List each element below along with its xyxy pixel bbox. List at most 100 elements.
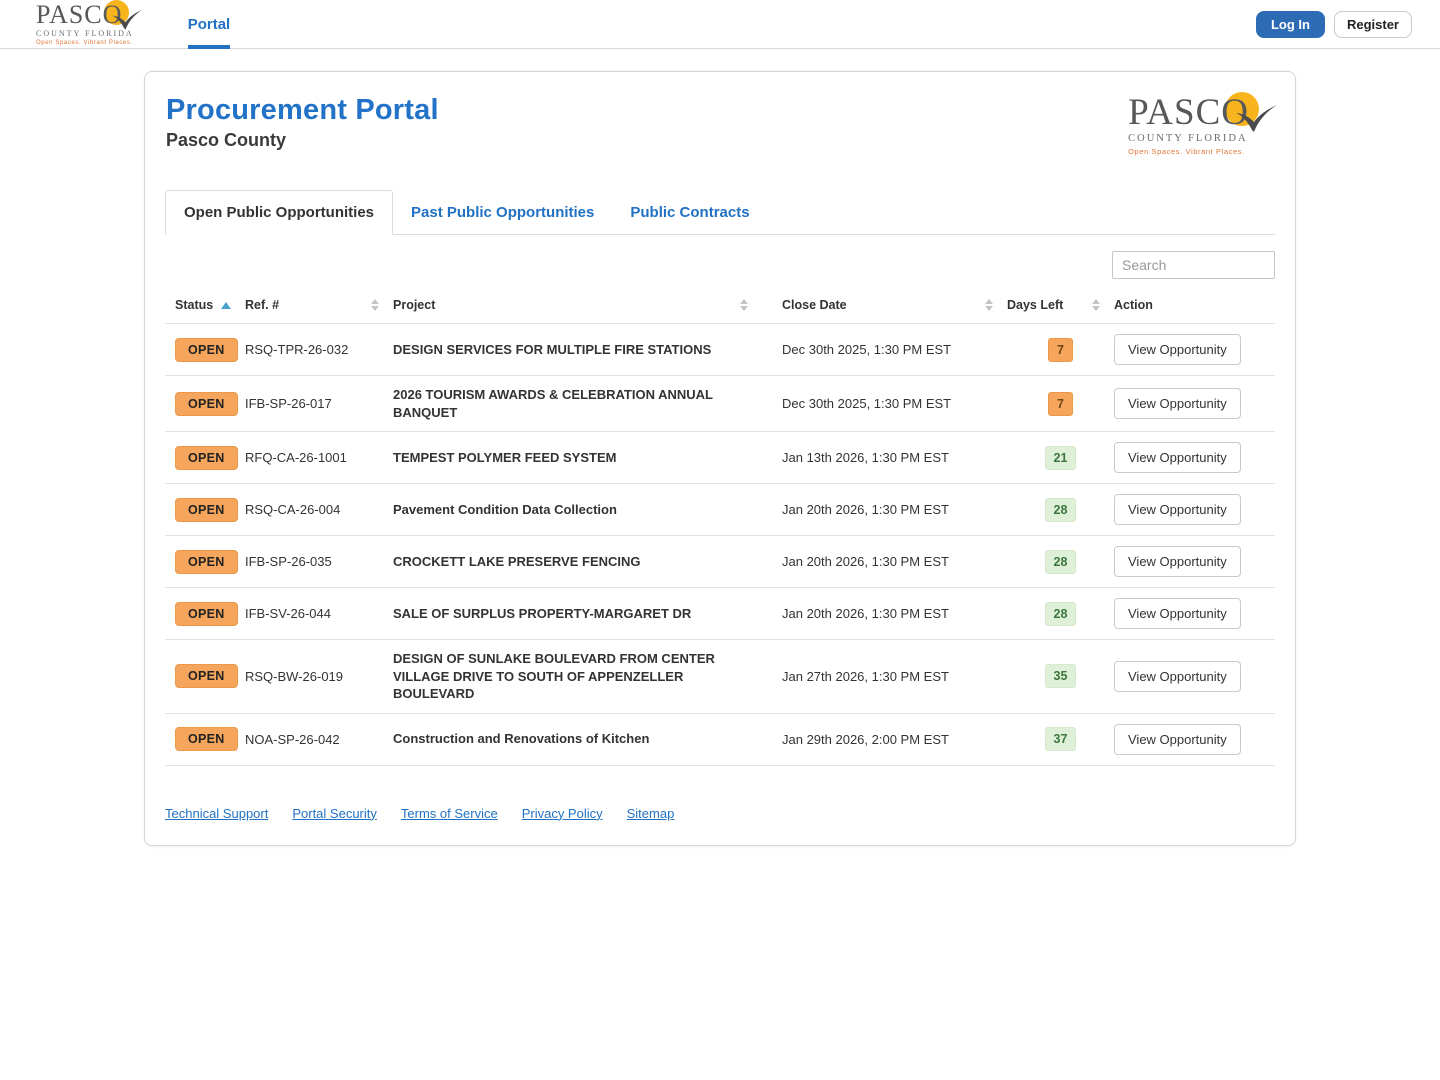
status-badge: OPEN — [175, 549, 238, 574]
project-name: Pavement Condition Data Collection — [393, 501, 617, 517]
view-opportunity-button[interactable]: View Opportunity — [1114, 546, 1241, 578]
page-subtitle: Pasco County — [166, 130, 287, 150]
days-left-badge: 7 — [1048, 337, 1073, 362]
close-date: Jan 27th 2026, 1:30 PM EST — [782, 668, 949, 684]
close-date: Dec 30th 2025, 1:30 PM EST — [782, 396, 952, 412]
sitemap-link[interactable]: Sitemap — [626, 805, 675, 821]
nav-portal-link[interactable]: Portal — [187, 0, 231, 49]
close-date: Jan 20th 2026, 1:30 PM EST — [782, 554, 949, 570]
pasco-county-logo: PASCO COUNTY FLORIDA Open Spaces. Vibran… — [36, 0, 143, 46]
column-header-ref[interactable]: Ref. # — [245, 298, 393, 312]
sort-asc-icon[interactable] — [221, 301, 231, 309]
register-button[interactable]: Register — [1333, 10, 1412, 38]
tab-public-contracts[interactable]: Public Contracts — [630, 204, 750, 221]
table-row: OPEN IFB-SP-26-035 CROCKETT LAKE PRESERV… — [165, 535, 1275, 587]
view-opportunity-button[interactable]: View Opportunity — [1114, 442, 1241, 474]
view-opportunity-button[interactable]: View Opportunity — [1114, 388, 1241, 420]
opportunities-table: Status Ref. # Project Close Date Days Le… — [165, 289, 1275, 766]
logo-tagline: Open Spaces. Vibrant Places. — [36, 40, 133, 46]
search-input[interactable] — [1112, 251, 1275, 279]
portal-security-link[interactable]: Portal Security — [292, 805, 377, 821]
days-left-badge: 28 — [1044, 601, 1077, 626]
tab-past-public-opportunities[interactable]: Past Public Opportunities — [411, 204, 595, 221]
procurement-portal-card: Procurement Portal Pasco County PASCO CO… — [144, 71, 1296, 846]
sort-icon[interactable] — [371, 299, 379, 311]
ref-number: RSQ-CA-26-004 — [245, 502, 341, 518]
column-header-action: Action — [1114, 298, 1153, 312]
column-header-project[interactable]: Project — [393, 298, 782, 312]
days-left-badge: 35 — [1044, 664, 1077, 689]
close-date: Dec 30th 2025, 1:30 PM EST — [782, 342, 952, 357]
pasco-county-logo-card: PASCO COUNTY FLORIDA Open Spaces. Vibran… — [1128, 92, 1277, 156]
days-left-badge: 7 — [1048, 391, 1073, 416]
table-row: OPEN RSQ-CA-26-004 Pavement Condition Da… — [165, 483, 1275, 535]
logo-tagline: Open Spaces. Vibrant Places. — [1128, 146, 1245, 156]
project-name: 2026 TOURISM AWARDS & CELEBRATION ANNUAL… — [393, 387, 713, 420]
ref-number: RFQ-CA-26-1001 — [245, 450, 347, 466]
table-row: OPEN RSQ-TPR-26-032 DESIGN SERVICES FOR … — [165, 323, 1275, 375]
sun-icon — [1225, 92, 1259, 126]
sort-icon[interactable] — [985, 299, 993, 311]
close-date: Jan 13th 2026, 1:30 PM EST — [782, 450, 949, 466]
bird-icon — [1236, 105, 1277, 132]
logo-wordmark: PASCO — [1128, 92, 1249, 133]
ref-number: IFB-SP-26-017 — [245, 396, 332, 412]
days-left-badge: 28 — [1044, 497, 1077, 522]
project-name: TEMPEST POLYMER FEED SYSTEM — [393, 449, 617, 465]
project-name: Construction and Renovations of Kitchen — [393, 731, 650, 747]
table-row: OPEN IFB-SP-26-017 2026 TOURISM AWARDS &… — [165, 375, 1275, 431]
status-badge: OPEN — [175, 391, 238, 416]
project-name: DESIGN SERVICES FOR MULTIPLE FIRE STATIO… — [393, 341, 712, 357]
status-badge: OPEN — [175, 445, 238, 470]
days-left-badge: 21 — [1044, 445, 1077, 470]
column-header-status[interactable]: Status — [165, 298, 245, 312]
technical-support-link[interactable]: Technical Support — [165, 805, 269, 821]
close-date: Jan 20th 2026, 1:30 PM EST — [782, 502, 949, 518]
table-header-row: Status Ref. # Project Close Date Days Le… — [165, 289, 1275, 323]
status-badge: OPEN — [175, 664, 238, 689]
status-badge: OPEN — [175, 727, 238, 752]
table-row: OPEN RSQ-BW-26-019 DESIGN OF SUNLAKE BOU… — [165, 639, 1275, 713]
close-date: Jan 29th 2026, 2:00 PM EST — [782, 731, 949, 747]
view-opportunity-button[interactable]: View Opportunity — [1114, 723, 1241, 755]
project-name: DESIGN OF SUNLAKE BOULEVARD FROM CENTER … — [393, 651, 715, 702]
logo-subtext: COUNTY FLORIDA — [1128, 133, 1248, 144]
nav-portal-label: Portal — [187, 15, 231, 33]
sort-icon[interactable] — [740, 299, 748, 311]
logo-wordmark: PASCO — [36, 0, 123, 29]
column-header-close-date[interactable]: Close Date — [782, 298, 1007, 312]
tab-open-public-opportunities[interactable]: Open Public Opportunities — [165, 190, 394, 235]
login-button[interactable]: Log In — [1255, 10, 1325, 38]
table-row: OPEN RFQ-CA-26-1001 TEMPEST POLYMER FEED… — [165, 431, 1275, 483]
logo-subtext: COUNTY FLORIDA — [36, 29, 134, 38]
close-date: Jan 20th 2026, 1:30 PM EST — [782, 606, 949, 622]
days-left-badge: 37 — [1044, 727, 1077, 752]
status-badge: OPEN — [175, 337, 238, 362]
ref-number: RSQ-BW-26-019 — [245, 668, 344, 684]
view-opportunity-button[interactable]: View Opportunity — [1114, 494, 1241, 526]
status-badge: OPEN — [175, 497, 238, 522]
table-row: OPEN NOA-SP-26-042 Construction and Reno… — [165, 712, 1275, 765]
bird-icon — [112, 9, 143, 30]
terms-of-service-link[interactable]: Terms of Service — [400, 805, 498, 821]
sun-icon — [104, 0, 130, 25]
active-nav-underline — [187, 44, 231, 49]
sort-icon[interactable] — [1092, 299, 1100, 311]
opportunities-tab-bar: Open Public Opportunities Past Public Op… — [165, 190, 1275, 235]
footer-links: Technical Support Portal Security Terms … — [165, 806, 1275, 825]
ref-number: RSQ-TPR-26-032 — [245, 342, 349, 357]
table-row: OPEN IFB-SV-26-044 SALE OF SURPLUS PROPE… — [165, 587, 1275, 639]
view-opportunity-button[interactable]: View Opportunity — [1114, 334, 1241, 365]
page-title: Procurement Portal — [166, 94, 439, 126]
privacy-policy-link[interactable]: Privacy Policy — [521, 805, 603, 821]
project-name: CROCKETT LAKE PRESERVE FENCING — [393, 553, 641, 569]
top-navbar: PASCO COUNTY FLORIDA Open Spaces. Vibran… — [0, 0, 1440, 49]
days-left-badge: 28 — [1044, 549, 1077, 574]
view-opportunity-button[interactable]: View Opportunity — [1114, 660, 1241, 692]
project-name: SALE OF SURPLUS PROPERTY-MARGARET DR — [393, 605, 692, 621]
view-opportunity-button[interactable]: View Opportunity — [1114, 598, 1241, 630]
ref-number: IFB-SP-26-035 — [245, 554, 332, 570]
status-badge: OPEN — [175, 601, 238, 626]
ref-number: NOA-SP-26-042 — [245, 731, 340, 747]
column-header-days-left[interactable]: Days Left — [1007, 298, 1114, 312]
